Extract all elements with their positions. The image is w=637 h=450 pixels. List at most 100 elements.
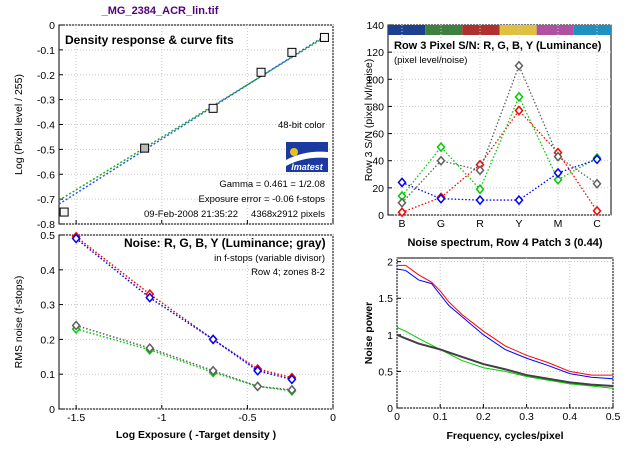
spectrum-ytick-label: 1 — [387, 330, 393, 342]
sn-ytick-label: 80 — [372, 101, 384, 113]
sn-point-red — [397, 207, 407, 218]
density-ytick-label: 0 — [49, 20, 55, 32]
sn-patch-swatch — [425, 25, 463, 35]
noise-y-axis-label: RMS noise (f-stops) — [13, 276, 25, 369]
sn-series-green — [401, 95, 598, 197]
sn-patch-swatch — [388, 25, 426, 35]
noise-plot-area — [58, 234, 334, 410]
sn-series-gray — [401, 63, 598, 204]
noise-point-gray — [287, 384, 297, 395]
spectrum-ytick-label: 0 — [387, 403, 393, 415]
noise-ytick-label: 0 — [49, 404, 55, 416]
noise-ytick-label: 0.3 — [40, 300, 55, 312]
logo-text: Imatest — [291, 162, 324, 172]
density-ytick-label: -0.3 — [37, 95, 55, 107]
sn-category-label: C — [593, 218, 601, 230]
density-ytick-label: -0.5 — [37, 144, 55, 156]
sn-point-red — [514, 105, 524, 116]
plots-group: 0 -0.1 -0.2 -0.3 -0.4 -0.5 -0.6 -0.7 -0.8 Log (Pi… — [13, 20, 620, 442]
sn-point-green — [475, 184, 485, 195]
sn-title: Row 3 Pixel S/N: R, G, B, Y (Luminance) — [394, 40, 602, 52]
spectrum-ytick-label: 1.5 — [378, 293, 393, 305]
sn-category-label: M — [554, 218, 563, 230]
noise-ytick-label: 0.1 — [40, 369, 55, 381]
file-title: _MG_2384_ACR_lin.tif — [101, 5, 219, 17]
logo-sun — [290, 148, 298, 156]
gamma-label: Gamma = 0.461 = 1/2.08 — [219, 179, 325, 190]
noise-point-blue — [145, 292, 155, 303]
sn-point-green — [514, 91, 524, 103]
sn-point-blue — [475, 194, 485, 206]
spectrum-x-axis-label: Frequency, cycles/pixel — [446, 430, 563, 442]
sn-point-blue — [397, 177, 407, 188]
noise-point-gray — [145, 342, 155, 354]
noise-annotation-2: Row 4; zones 8-2 — [251, 267, 325, 278]
spectrum-xtick-label: 0 — [394, 411, 400, 423]
noise-point-blue — [71, 233, 81, 244]
sn-point-gray — [592, 178, 602, 189]
sn-ytick-label: 120 — [366, 47, 384, 59]
sn-series-blue — [401, 158, 598, 201]
sn-point-gray — [514, 60, 524, 71]
spectrum-title: Noise spectrum, Row 4 Patch 3 (0.44) — [407, 237, 602, 249]
noise-xtick-label: -0.5 — [238, 412, 256, 424]
noise-ytick-label: 0.5 — [40, 230, 55, 242]
sn-ytick-label: 140 — [366, 20, 384, 32]
spectrum-xtick-label: 0.4 — [562, 411, 577, 423]
sn-ytick-label: 100 — [366, 74, 384, 86]
noise-xtick-label: 0 — [330, 412, 336, 424]
noise-point-blue — [208, 334, 218, 345]
sn-ytick-label: 20 — [372, 183, 384, 195]
density-y-axis-label: Log (Pixel level / 255) — [13, 74, 25, 175]
datetime-label: 09-Feb-2008 21:35:22 — [144, 209, 238, 220]
noise-point-gray — [253, 381, 263, 392]
sn-patch-swatch — [499, 25, 537, 35]
spectrum-series-red — [397, 264, 613, 376]
sn-category-label: R — [476, 218, 484, 230]
exposure-error-label: Exposure error = -0.06 f-stops — [199, 194, 326, 205]
spectrum-xtick-label: 0.5 — [606, 411, 621, 423]
spectrum-series-darkgray — [396, 333, 614, 388]
density-point — [140, 143, 150, 153]
density-point — [319, 32, 329, 42]
sn-point-blue — [436, 193, 446, 204]
sn-point-blue — [553, 167, 563, 179]
density-ytick-label: -0.2 — [37, 70, 55, 82]
noise-annotation-1: in f-stops (variable divisor) — [214, 253, 325, 264]
bit-depth-label: 48-bit color — [278, 120, 325, 131]
sn-point-blue — [592, 154, 602, 165]
sn-category-label: B — [398, 218, 405, 230]
density-ytick-label: -0.7 — [37, 194, 55, 206]
density-ytick-label: -0.4 — [37, 120, 55, 132]
sn-plot-area — [387, 24, 612, 216]
density-ytick-label: -0.6 — [37, 169, 55, 181]
density-ytick-label: -0.1 — [37, 45, 55, 57]
sn-series-red — [401, 109, 598, 213]
sn-ytick-label: 40 — [372, 156, 384, 168]
sn-category-label: Y — [515, 218, 522, 230]
sn-ytick-label: 60 — [372, 129, 384, 141]
sn-point-gray — [397, 197, 407, 208]
sn-point-green — [553, 174, 563, 185]
noise-point-gray — [71, 320, 81, 331]
sn-patch-swatch — [573, 25, 611, 35]
spectrum-series-blue — [396, 268, 614, 380]
spectrum-ytick-label: 0.5 — [378, 366, 393, 378]
sn-point-gray — [475, 165, 485, 176]
noise-point-blue — [253, 365, 263, 376]
panel-spectrum: 0 0.1 0.2 0.3 0.4 0.5 0 0.5 1 1.5 2 Frequency, cycl… — [363, 237, 620, 442]
sn-subtitle: (pixel level/noise) — [394, 55, 467, 66]
density-point — [208, 103, 218, 113]
spectrum-series-green — [396, 327, 614, 389]
noise-xtick-label: -1 — [157, 412, 166, 424]
imatest-logo: Imatest — [286, 142, 328, 172]
spectrum-xtick-label: 0.3 — [519, 411, 534, 423]
sn-category-label: G — [437, 218, 445, 230]
density-point — [287, 47, 297, 57]
sn-y-axis-label: Row 3 S/N (pixel lvl/noise) — [363, 59, 375, 182]
sn-point-green — [436, 142, 446, 153]
noise-ytick-label: 0.2 — [40, 334, 55, 346]
sn-ytick-label: 0 — [378, 210, 384, 222]
spectrum-xtick-label: 0.1 — [433, 411, 448, 423]
panel-sn: 0 20 40 60 80 100 120 140 Row 3 S/N (pixel lvl/n… — [363, 20, 612, 230]
